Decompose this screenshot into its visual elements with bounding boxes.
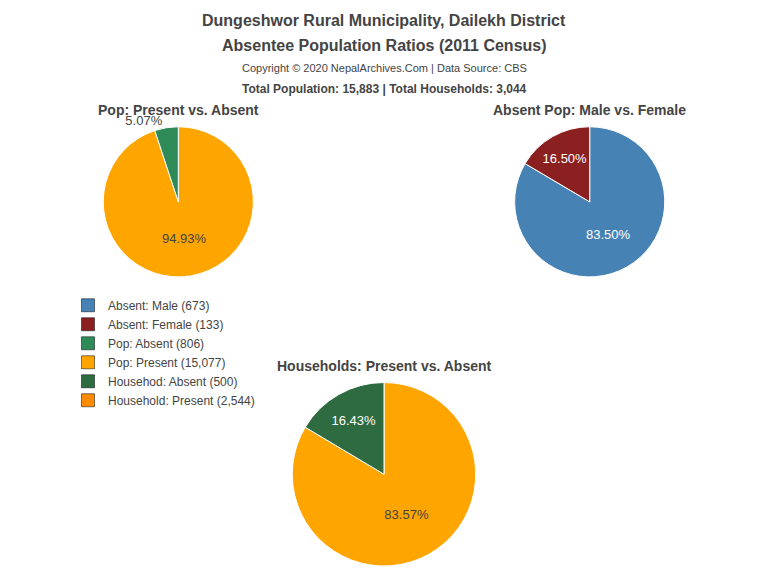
svg-text:94.93%: 94.93% (162, 231, 207, 246)
svg-text:5.07%: 5.07% (125, 113, 162, 128)
svg-text:Pop: Present (15,077): Pop: Present (15,077) (108, 356, 225, 370)
svg-text:Absent: Female (133): Absent: Female (133) (108, 318, 223, 332)
svg-text:Absent Pop: Male vs. Female: Absent Pop: Male vs. Female (493, 102, 686, 118)
svg-text:16.50%: 16.50% (543, 151, 588, 166)
svg-text:Pop: Absent (806): Pop: Absent (806) (108, 337, 204, 351)
svg-text:Total Population: 15,883 | Tot: Total Population: 15,883 | Total Househo… (242, 82, 527, 96)
svg-text:Absentee Population Ratios (20: Absentee Population Ratios (2011 Census) (222, 37, 547, 54)
svg-text:83.50%: 83.50% (586, 227, 631, 242)
svg-text:Household: Present (2,544): Household: Present (2,544) (108, 394, 255, 408)
svg-text:Absent: Male (673): Absent: Male (673) (108, 299, 209, 313)
svg-text:Pop: Present vs. Absent: Pop: Present vs. Absent (98, 102, 259, 118)
svg-text:Dungeshwor Rural Municipality,: Dungeshwor Rural Municipality, Dailekh D… (202, 12, 566, 29)
svg-text:Households: Present vs. Absent: Households: Present vs. Absent (277, 358, 492, 374)
svg-text:16.43%: 16.43% (331, 413, 376, 428)
svg-text:Copyright © 2020 NepalArchives: Copyright © 2020 NepalArchives.Com | Dat… (242, 62, 527, 74)
svg-text:83.57%: 83.57% (384, 507, 429, 522)
svg-text:Househod: Absent (500): Househod: Absent (500) (108, 375, 237, 389)
